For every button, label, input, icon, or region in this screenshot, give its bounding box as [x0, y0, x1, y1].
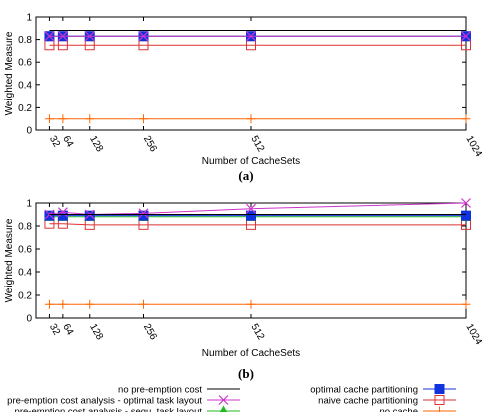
- data-point: [246, 114, 256, 124]
- y-axis-label: Weighted Measure: [4, 31, 15, 115]
- y-tick-label: 0.4: [18, 268, 32, 279]
- data-point: [138, 31, 149, 42]
- data-point: [461, 114, 471, 124]
- y-tick-label: 1: [26, 199, 32, 210]
- series-optimal-layout: [44, 31, 471, 42]
- legend-label: pre-emption cost analysis - optimal task…: [7, 396, 202, 407]
- data-point: [44, 114, 54, 124]
- legend-item-naive-partitioning: naive cache partitioning: [318, 395, 456, 407]
- legend-marker: [219, 405, 228, 412]
- data-point: [84, 210, 95, 221]
- data-point: [139, 114, 148, 124]
- data-point: [139, 299, 148, 309]
- y-tick-label: 0.6: [18, 245, 32, 256]
- series-sequ-layout: [44, 211, 472, 221]
- legend-marker: [218, 395, 229, 405]
- caption-b: (b): [238, 366, 254, 381]
- x-tick-label: 1024: [463, 322, 482, 347]
- x-axis-label: Number of CacheSets: [202, 348, 300, 359]
- y-tick-label: 0.4: [18, 80, 32, 91]
- x-tick-label: 64: [60, 322, 75, 338]
- x-tick-label: 128: [87, 322, 105, 342]
- data-point: [58, 114, 68, 124]
- y-tick-label: 0: [26, 314, 32, 325]
- legend-item-no-preemption: no pre-emption cost: [118, 385, 240, 396]
- legend-label: naive cache partitioning: [318, 396, 418, 407]
- y-tick-label: 0.8: [18, 35, 32, 46]
- legend-marker: [435, 406, 444, 412]
- y-tick-label: 0.8: [18, 222, 32, 233]
- legend-item-sequ-layout: pre-emption cost analysis - sequ. task l…: [15, 405, 240, 412]
- y-tick-label: 0.2: [18, 291, 32, 302]
- legend-marker: [434, 384, 445, 394]
- x-tick-label: 32: [47, 134, 62, 150]
- data-point: [246, 203, 256, 214]
- legend-label: no cache: [379, 407, 418, 412]
- data-point: [461, 31, 471, 42]
- series-naive-partitioning: [44, 218, 471, 230]
- data-point: [246, 210, 256, 221]
- legend-label: pre-emption cost analysis - sequ. task l…: [15, 407, 203, 412]
- data-point: [138, 210, 149, 221]
- data-point: [85, 299, 95, 309]
- data-point: [461, 210, 471, 221]
- data-point: [44, 210, 55, 221]
- legend-label: optimal cache partitioning: [310, 385, 418, 396]
- data-point: [246, 299, 256, 309]
- series-line: [49, 202, 467, 216]
- series-optimal-partitioning: [44, 210, 471, 221]
- data-point: [44, 31, 55, 42]
- series-line: [49, 223, 466, 226]
- data-point: [57, 207, 68, 218]
- x-tick-label: 32: [47, 322, 62, 338]
- legend-item-optimal-partitioning: optimal cache partitioning: [310, 384, 456, 396]
- x-tick-label: 512: [248, 134, 266, 154]
- x-tick-label: 256: [141, 134, 159, 154]
- series-no-cache: [44, 299, 471, 309]
- x-tick-label: 512: [248, 322, 266, 342]
- data-point: [461, 198, 471, 208]
- x-tick-label: 1024: [463, 134, 482, 159]
- data-point: [246, 31, 256, 42]
- legend-item-no-cache: no cache: [379, 406, 456, 412]
- x-tick-label: 64: [60, 134, 75, 150]
- x-axis-label: Number of CacheSets: [202, 156, 300, 167]
- legend-label: no pre-emption cost: [118, 385, 202, 396]
- data-point: [57, 31, 68, 42]
- data-point: [461, 299, 471, 309]
- data-point: [84, 31, 95, 42]
- y-tick-label: 0.2: [18, 103, 32, 114]
- caption-a: (a): [238, 168, 253, 183]
- y-tick-label: 0: [26, 126, 32, 137]
- data-point: [44, 299, 54, 309]
- x-tick-label: 256: [141, 322, 159, 342]
- legend-marker: [434, 395, 445, 405]
- y-tick-label: 1: [26, 13, 32, 24]
- y-tick-label: 0.6: [18, 58, 32, 69]
- data-point: [138, 208, 149, 219]
- x-tick-label: 128: [87, 134, 105, 154]
- data-point: [57, 210, 68, 221]
- series-naive-partitioning: [44, 40, 471, 51]
- legend-item-optimal-layout: pre-emption cost analysis - optimal task…: [7, 395, 240, 407]
- series-no-cache: [44, 114, 471, 124]
- data-point: [58, 299, 68, 309]
- y-axis-label: Weighted Measure: [4, 218, 15, 302]
- data-point: [85, 114, 95, 124]
